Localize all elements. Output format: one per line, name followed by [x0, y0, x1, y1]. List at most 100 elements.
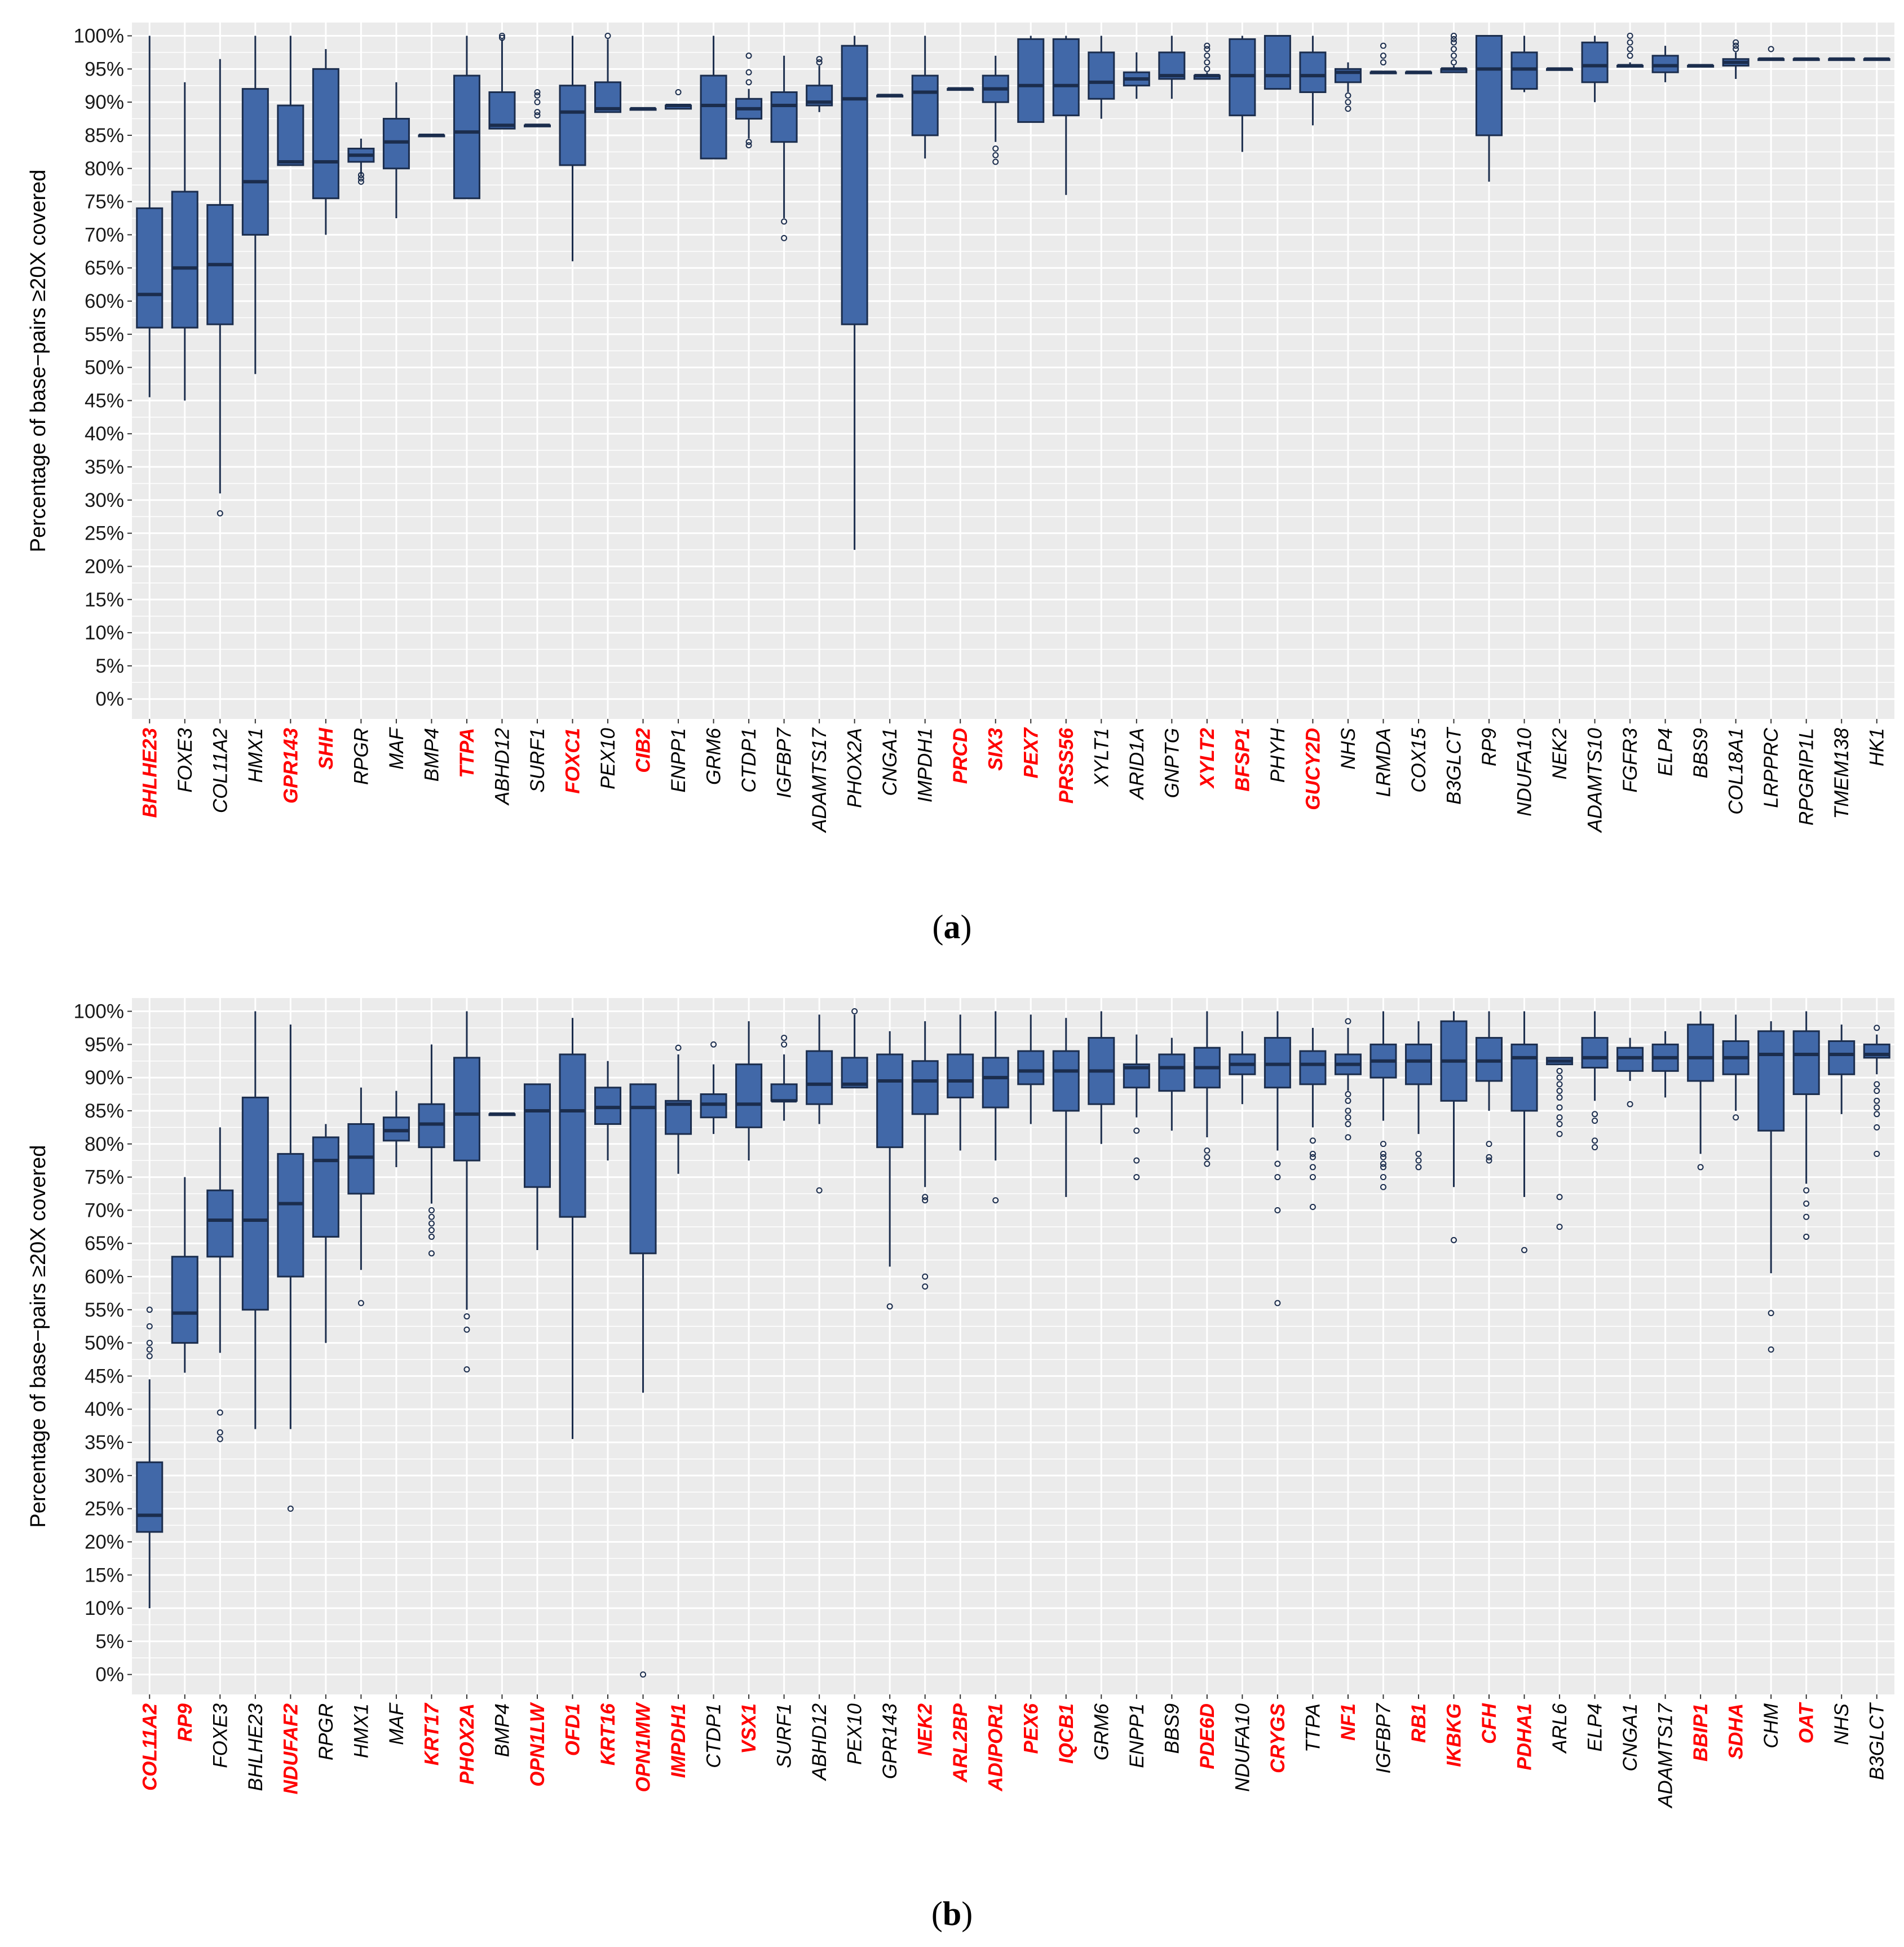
outlier-point	[710, 1041, 717, 1048]
panel-b-box-KRT16	[594, 1061, 622, 1161]
box-body	[911, 1060, 939, 1115]
outlier-point	[217, 1429, 223, 1436]
panel-b-y-tick-label: 70%	[85, 1199, 124, 1221]
panel-a-box-RP9	[1476, 35, 1503, 182]
outlier-point	[534, 109, 541, 116]
outlier-point	[1556, 1088, 1563, 1094]
outlier-point	[1133, 1174, 1140, 1181]
panel-b-y-tick-label: 15%	[85, 1564, 124, 1586]
panel-b-box-OPN1MW	[629, 1083, 657, 1678]
panel-a-x-tick-label: CNGA1	[879, 728, 901, 796]
panel-a-box-GRM6	[700, 36, 727, 160]
box-body	[1264, 35, 1291, 90]
outlier-point	[745, 79, 752, 86]
outlier-point	[1274, 1207, 1281, 1213]
panel-a-box-NDUFA10	[1510, 36, 1538, 92]
box-body	[982, 1057, 1009, 1109]
panel-a-x-tick-label: PRSS56	[1055, 727, 1077, 803]
outlier-point	[1556, 1104, 1563, 1111]
box-body	[1299, 51, 1327, 93]
panel-b-box-NDUFA10	[1229, 1031, 1256, 1105]
outlier-point	[1556, 1194, 1563, 1200]
panel-b-x-tick-label: HMX1	[350, 1703, 372, 1758]
box-body	[1581, 1037, 1609, 1069]
panel-a-box-NHS	[1334, 62, 1362, 112]
panel-a-x-tick-label: PRCD	[949, 728, 971, 784]
panel-b-box-ADAMTS17	[1651, 1031, 1679, 1098]
panel-b-y-tick-label: 65%	[85, 1233, 124, 1255]
outlier-point	[1309, 1154, 1316, 1160]
outlier-point	[357, 172, 364, 179]
panel-a-box-SIX3	[982, 55, 1009, 165]
outlier-point	[1768, 1310, 1774, 1317]
box-body	[947, 1053, 974, 1098]
panel-a-x-tick-label: RPGR	[350, 728, 372, 785]
outlier-point	[1768, 1346, 1774, 1353]
panel-b-box-PEX10	[841, 1008, 868, 1089]
panel-a-caption-close: )	[960, 908, 972, 946]
panel-a-box-FGFR3	[1616, 33, 1644, 68]
outlier-point	[1556, 1131, 1563, 1137]
panel-a-x-tick-label: ADAMTS10	[1584, 727, 1606, 833]
panel-a-y-tick-label: 85%	[85, 125, 124, 147]
panel-b-caption-letter: b	[942, 1895, 962, 1932]
panel-b-box-HMX1	[347, 1087, 375, 1306]
panel-a-x-tick-label: FOXC1	[562, 728, 584, 794]
panel-a-x-tick-label: LRPPRC	[1760, 727, 1782, 808]
outlier-point	[357, 178, 364, 185]
outlier-point	[1803, 1233, 1810, 1240]
outlier-point	[922, 1194, 929, 1200]
panel-b-x-tick-label: RB1	[1408, 1703, 1430, 1743]
panel-b-y-tick-label: 60%	[85, 1266, 124, 1288]
outlier-point	[1733, 42, 1739, 49]
outlier-point	[463, 1326, 470, 1333]
outlier-point	[1380, 1164, 1386, 1171]
outlier-point	[992, 1197, 999, 1204]
panel-a-x-tick-label: ADAMTS17	[809, 727, 830, 833]
outlier-point	[1309, 1204, 1316, 1210]
panel-b-box-GRM6	[1088, 1011, 1115, 1144]
box-body	[1510, 1043, 1538, 1112]
outlier-point	[1274, 1160, 1281, 1167]
panel-b-box-BBS9	[1158, 1037, 1186, 1131]
panel-b-box-SURF1	[770, 1035, 798, 1121]
outlier-point	[1380, 1154, 1386, 1160]
panel-a-box-FOXE3	[171, 82, 198, 401]
panel-a-x-tick-label: IGFBP7	[774, 727, 796, 798]
box-body	[806, 1050, 833, 1105]
outlier-point	[1133, 1157, 1140, 1164]
outlier-point	[534, 112, 541, 119]
panel-a-box-CNGA1	[876, 94, 904, 98]
panel-b-x-tick-label: GRM6	[1090, 1703, 1112, 1760]
panel-b-x-tick-label: VSX1	[738, 1703, 760, 1754]
panel-a-box-BBS9	[1687, 64, 1715, 68]
outlier-point	[428, 1220, 435, 1227]
panel-a-box-ADAMTS17	[806, 56, 833, 112]
panel-b-box-CTDP1	[700, 1041, 727, 1134]
outlier-point	[1627, 52, 1633, 59]
panel-b-box-B3GLCT	[1863, 1025, 1890, 1157]
panel-a-box-RPGR	[347, 138, 375, 185]
panel-a-box-PRSS56	[1052, 36, 1080, 195]
outlier-point	[922, 1197, 929, 1204]
panel-b-x-tick-label: BBS9	[1161, 1703, 1183, 1754]
panel-a-box-FOXC1	[559, 36, 586, 262]
outlier-point	[1556, 1120, 1563, 1127]
outlier-point	[1733, 1114, 1739, 1121]
outlier-point	[745, 69, 752, 76]
panel-a-y-tick-label: 60%	[85, 290, 124, 312]
panel-a-x-tick-label: CTDP1	[738, 728, 760, 793]
outlier-point	[1803, 1187, 1810, 1194]
outlier-point	[1345, 1114, 1351, 1121]
panel-b-box-FOXE3	[206, 1127, 234, 1442]
panel-b-boxes	[136, 1008, 1890, 1678]
outlier-point	[992, 152, 999, 158]
panel-a-box-TTPA	[453, 36, 480, 200]
panel-a-box-ENPP1	[665, 89, 692, 110]
outlier-point	[1345, 1107, 1351, 1114]
panel-b-box-ABHD12	[806, 1014, 833, 1194]
panel-b-box-GPR143	[876, 1031, 904, 1310]
panel-a-x-tick-label: NDUFA10	[1514, 727, 1536, 816]
panel-a-x-tick-label: NHS	[1337, 728, 1359, 770]
panel-a-box-ELP4	[1651, 46, 1679, 82]
